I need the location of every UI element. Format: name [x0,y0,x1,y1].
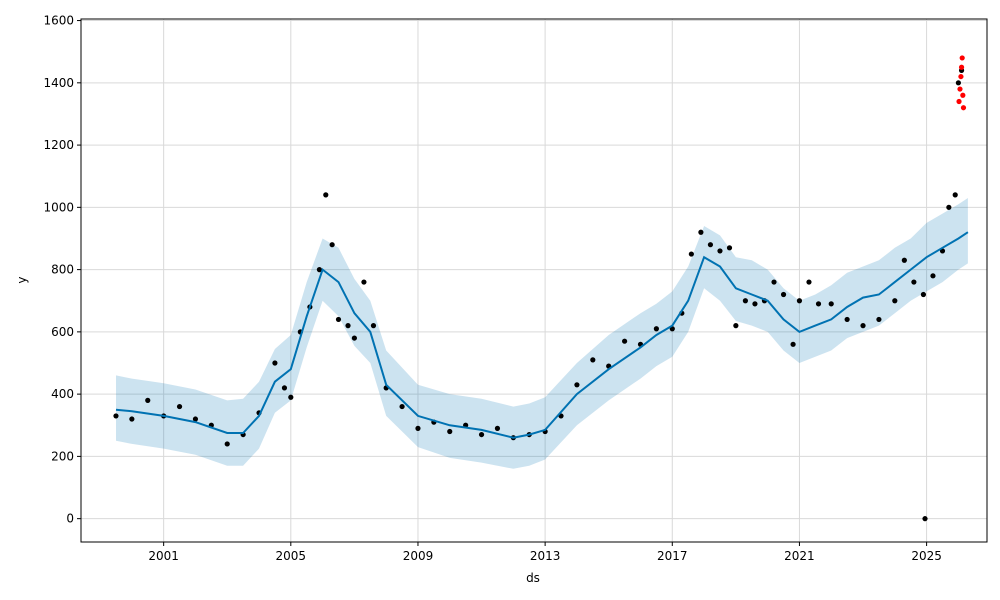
observed-point [447,428,453,435]
x-axis: 2001 2005 2009 2013 2017 2021 2025 [148,542,942,563]
observed-point [930,273,936,279]
observed-point [281,385,288,391]
observed-point [145,397,151,403]
observed-point [272,360,278,366]
observed-point [860,323,866,329]
observed-point [176,403,183,410]
highlight-point [958,73,964,80]
outlier-point [922,516,928,522]
observed-point [288,394,294,400]
observed-point [351,335,357,341]
highlight-point [956,98,962,105]
observed-point [844,316,850,323]
plot-frame [80,18,988,543]
observed-point [399,403,405,410]
y-tick-label: 600 [51,325,74,339]
observed-point [370,323,377,329]
observed-point [796,298,803,304]
highlight-point [958,64,965,70]
uncertainty-band [116,198,968,469]
observed-point [688,251,694,257]
y-tick-label: 1400 [43,76,74,90]
observed-point [574,382,580,388]
observed-point [494,425,501,431]
plot-area [80,18,988,543]
x-tick-label: 2009 [403,549,434,563]
observed-point [742,298,749,304]
observed-point [329,242,335,248]
y-axis: 0 200 400 600 800 1000 1200 1400 1600 [43,14,81,526]
observed-point [790,341,796,347]
x-tick-label: 2017 [657,549,688,563]
x-tick-label: 2021 [784,549,815,563]
x-tick-label: 2025 [911,549,942,563]
observed-point [726,245,733,251]
observed-point [952,192,958,198]
highlight-point [960,92,966,98]
observed-point [733,323,739,329]
y-tick-label: 400 [51,387,74,401]
highlight-point [959,55,965,61]
observed-point [622,338,628,344]
y-tick-label: 800 [51,263,74,277]
observed-point [653,326,659,332]
highlight-point [957,86,963,92]
observed-point [345,323,351,329]
observed-point [707,242,714,248]
observed-point [129,416,135,422]
x-tick-label: 2005 [276,549,307,563]
x-axis-label: ds [526,571,540,585]
y-tick-label: 1600 [43,14,74,28]
observed-point [876,316,882,323]
observed-point [771,279,777,285]
observed-point [815,301,822,307]
y-axis-label: y [15,276,29,283]
forecast-line [115,231,969,439]
observed-point [717,248,723,254]
observed-point [901,257,907,263]
y-tick-label: 0 [66,512,74,526]
observed-point [752,301,758,307]
highlight-point [960,105,967,111]
observed-point [361,279,367,285]
observed-point [780,291,787,298]
observed-point [828,301,834,307]
observed-point [478,431,485,438]
x-tick-label: 2013 [530,549,561,563]
observed-point [806,279,812,285]
y-tick-label: 1000 [43,200,74,214]
observed-point [224,441,230,447]
observed-point [335,316,342,323]
observed-point [955,80,961,86]
observed-point [920,291,927,298]
observed-point [911,279,917,285]
observed-point [415,425,421,431]
observed-point [316,267,323,273]
observed-point [192,416,199,422]
y-tick-label: 200 [51,449,74,463]
observed-point [698,229,704,235]
observed-point [892,298,898,304]
x-tick-label: 2001 [148,549,179,563]
observed-point [590,357,596,363]
observed-point [323,192,329,198]
observed-point [113,413,119,419]
observed-point [946,204,952,210]
y-tick-label: 1200 [43,138,74,152]
